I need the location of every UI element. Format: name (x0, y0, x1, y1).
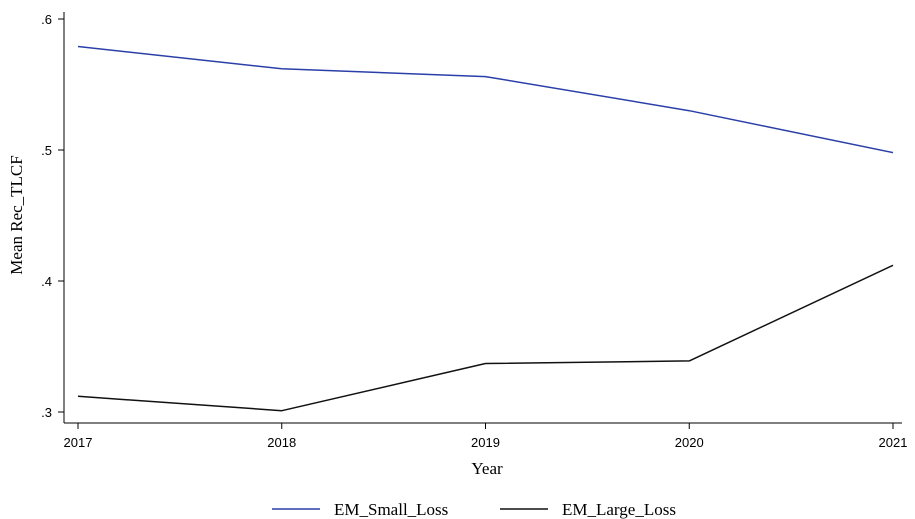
x-tick-label: 2019 (471, 435, 500, 450)
x-tick-label: 2018 (267, 435, 296, 450)
y-tick-label: .5 (41, 143, 52, 158)
series-line-em-small-loss (77, 45, 894, 154)
series-line-em-large-loss (77, 264, 894, 412)
plot-area: .3 .4 .5 .6 2017 2018 2019 2020 2021 (41, 12, 907, 450)
y-tick-label: .6 (41, 12, 52, 27)
legend-label-em-small-loss: EM_Small_Loss (334, 500, 448, 519)
series-lines (77, 45, 894, 412)
y-tick-label: .4 (41, 274, 52, 289)
y-axis-ticks: .3 .4 .5 .6 (41, 12, 64, 420)
x-tick-label: 2021 (879, 435, 908, 450)
x-tick-label: 2017 (64, 435, 93, 450)
x-tick-label: 2020 (675, 435, 704, 450)
y-axis-title: Mean Rec_TLCF (7, 155, 26, 274)
legend: EM_Small_Loss EM_Large_Loss (272, 500, 676, 519)
y-tick-label: .3 (41, 405, 52, 420)
legend-label-em-large-loss: EM_Large_Loss (562, 500, 676, 519)
x-axis-title: Year (471, 459, 503, 478)
x-axis-ticks: 2017 2018 2019 2020 2021 (64, 423, 908, 450)
